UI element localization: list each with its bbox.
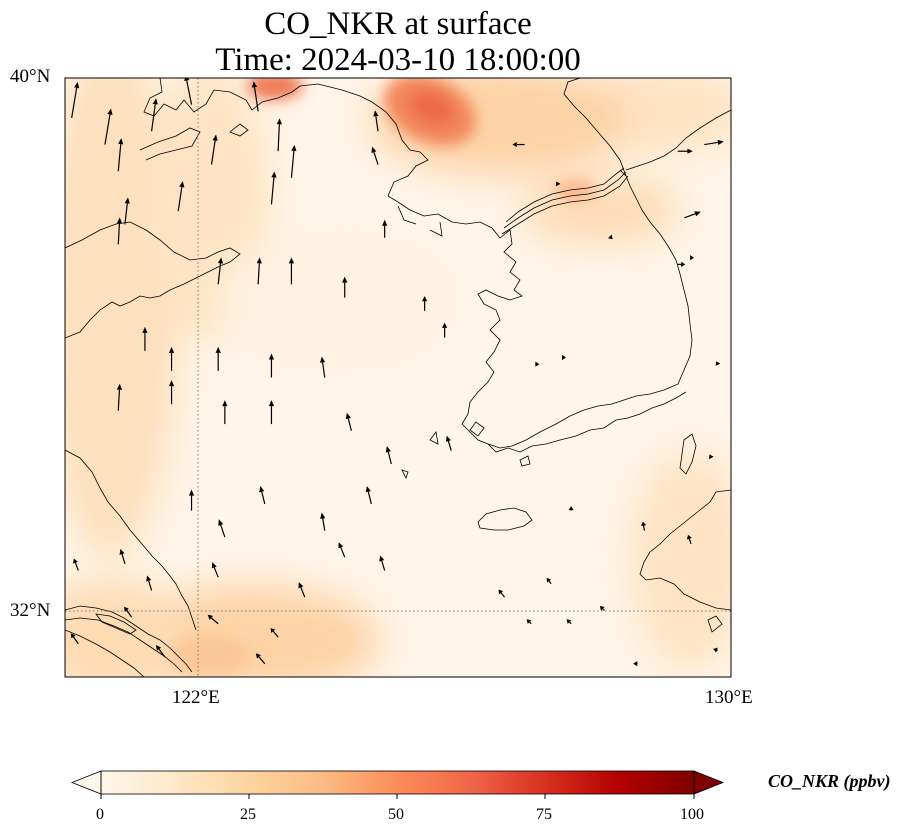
colorbar-tick-0: 0 xyxy=(96,806,104,823)
wind-arrow xyxy=(512,141,525,148)
wind-arrow xyxy=(641,521,647,531)
wind-arrow xyxy=(379,555,386,571)
wind-arrow xyxy=(704,139,724,146)
wind-arrow xyxy=(677,261,686,267)
concentration-field xyxy=(65,78,731,677)
wind-arrow xyxy=(526,619,532,625)
wind-arrow xyxy=(71,81,80,119)
wind-arrow xyxy=(345,412,352,431)
wind-arrow xyxy=(713,647,718,653)
wind-arrow xyxy=(708,454,714,460)
wind-arrow xyxy=(217,257,224,285)
wind-arrow xyxy=(72,558,79,571)
wind-arrow xyxy=(498,589,506,598)
wind-arrow xyxy=(385,446,392,465)
wind-arrow xyxy=(177,181,185,212)
map-frame xyxy=(64,77,732,678)
wind-arrow xyxy=(124,197,130,225)
wind-arrow xyxy=(555,181,561,187)
wind-arrow xyxy=(251,81,259,112)
wind-arrow xyxy=(270,171,277,205)
wind-arrow xyxy=(684,211,701,219)
wind-arrow xyxy=(268,353,275,378)
colorbar xyxy=(70,770,725,799)
wind-arrow xyxy=(566,619,572,625)
wind-arrow xyxy=(211,562,219,578)
wind-arrow xyxy=(116,217,123,245)
wind-arrow xyxy=(207,614,219,625)
lat-label-32n: 32°N xyxy=(10,600,51,621)
wind-vectors xyxy=(70,78,724,667)
wind-arrow xyxy=(142,326,148,351)
wind-arrow xyxy=(320,512,326,531)
coastlines xyxy=(65,78,731,677)
colorbar-tick-50: 50 xyxy=(388,806,404,823)
wind-arrow xyxy=(290,144,297,178)
colorbar-tick-75: 75 xyxy=(536,806,552,823)
wind-arrow xyxy=(146,575,153,591)
wind-arrow xyxy=(320,356,326,378)
wind-arrow xyxy=(599,605,605,611)
wind-arrow xyxy=(338,542,346,558)
wind-arrow xyxy=(677,148,693,154)
wind-arrow xyxy=(445,435,452,451)
wind-arrow xyxy=(259,485,266,505)
wind-arrow xyxy=(422,295,428,311)
wind-arrow xyxy=(215,346,221,371)
wind-arrow xyxy=(562,354,566,361)
wind-arrow xyxy=(218,519,226,538)
wind-arrow xyxy=(104,108,113,145)
wind-arrow xyxy=(222,400,228,425)
wind-arrow xyxy=(119,548,126,565)
wind-arrow xyxy=(568,506,574,511)
wind-arrow xyxy=(184,78,193,105)
wind-arrow xyxy=(442,322,448,338)
lon-label-122e: 122°E xyxy=(172,687,220,708)
wind-arrow xyxy=(288,257,295,285)
wind-arrow xyxy=(690,255,695,261)
wind-arrow xyxy=(371,146,379,165)
wind-arrow xyxy=(535,361,540,367)
colorbar-tick-100: 100 xyxy=(680,806,704,823)
wind-arrow xyxy=(686,534,692,545)
wind-arrow xyxy=(168,346,175,371)
wind-arrow xyxy=(270,628,279,638)
wind-arrow xyxy=(298,582,306,598)
wind-arrow xyxy=(365,485,372,505)
wind-arrow xyxy=(168,380,175,405)
gridlines xyxy=(65,78,731,677)
map-subtitle-time: Time: 2024-03-10 18:00:00 xyxy=(215,42,581,78)
wind-arrow xyxy=(268,400,275,425)
wind-arrow xyxy=(256,257,262,285)
colorbar-gradient xyxy=(101,771,694,794)
wind-arrow xyxy=(715,361,721,366)
wind-arrow xyxy=(607,234,613,240)
wind-arrow xyxy=(116,383,123,411)
colorbar-tick-25: 25 xyxy=(240,806,256,823)
colorbar-extend-max xyxy=(693,770,725,795)
wind-arrow xyxy=(117,138,124,172)
colorbar-label: CO_NKR (ppbv) xyxy=(768,771,891,791)
lat-label-40n: 40°N xyxy=(10,66,51,87)
wind-arrow xyxy=(255,653,266,665)
wind-arrow xyxy=(188,489,195,511)
wind-arrow xyxy=(276,118,282,152)
wind-arrow xyxy=(150,98,158,132)
wind-arrow xyxy=(382,219,388,238)
wind-arrow xyxy=(342,276,348,298)
wind-arrow xyxy=(124,606,133,618)
wind-arrow xyxy=(210,134,218,165)
lon-label-130e: 130°E xyxy=(705,687,753,708)
colorbar-extend-min xyxy=(70,770,102,795)
wind-arrow xyxy=(546,577,552,585)
map-title: CO_NKR at surface xyxy=(264,6,532,42)
wind-arrow xyxy=(373,110,379,132)
wind-arrow xyxy=(633,661,638,667)
wind-arrow xyxy=(70,633,79,645)
wind-arrow xyxy=(155,645,166,658)
